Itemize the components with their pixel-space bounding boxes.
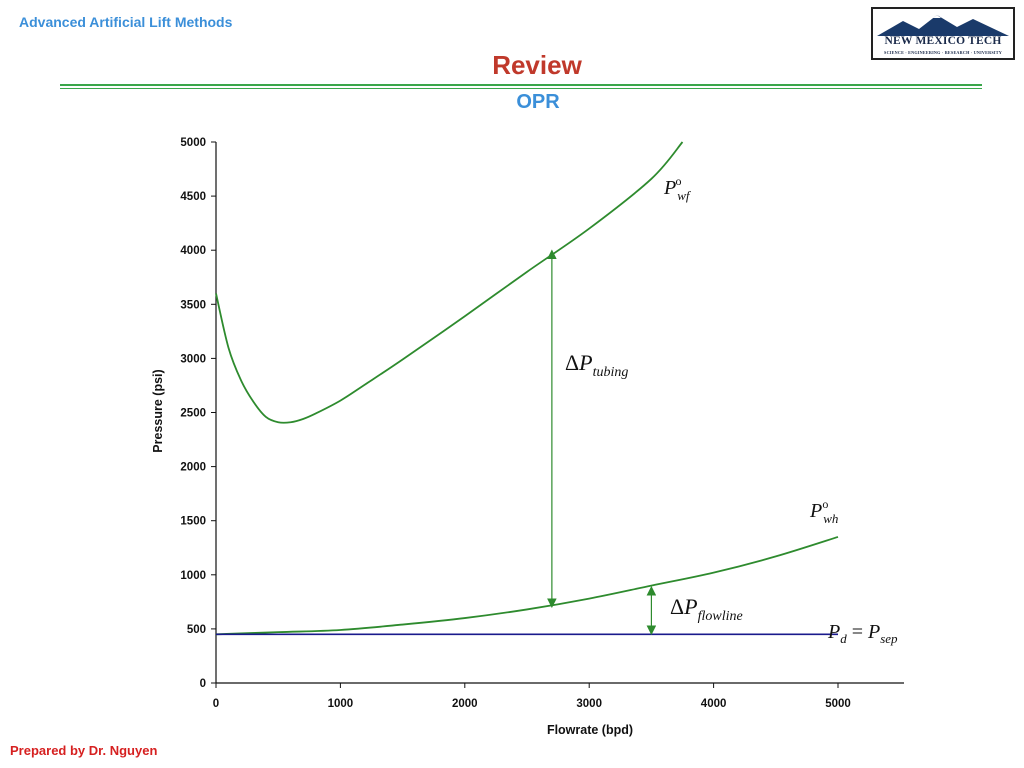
- y-tick-label: 1000: [180, 570, 206, 582]
- logo-tagline: SCIENCE · ENGINEERING · RESEARCH · UNIVE…: [884, 50, 1002, 55]
- course-title: Advanced Artificial Lift Methods: [19, 14, 233, 30]
- x-tick-label: 1000: [328, 698, 354, 710]
- x-tick-label: 0: [213, 698, 219, 710]
- series-line-pwf: [215, 141, 684, 424]
- mountain-icon: [877, 15, 1009, 36]
- y-tick-label: 2000: [180, 462, 206, 474]
- x-tick-label: 3000: [576, 698, 602, 710]
- y-tick-label: 500: [187, 624, 206, 636]
- series-line-pwh: [215, 536, 839, 636]
- logo-name: NEW MEXICO TECH: [884, 35, 1002, 47]
- delta-p-flowline-label: ΔPflowline: [670, 594, 743, 624]
- y-tick-label: 1500: [180, 516, 206, 528]
- new-mexico-tech-logo: NEW MEXICO TECH SCIENCE · ENGINEERING · …: [871, 7, 1015, 60]
- title-divider: [60, 84, 982, 86]
- y-axis-title: Pressure (psi): [151, 369, 165, 452]
- y-tick-label: 5000: [180, 137, 206, 149]
- slide-subtitle: OPR: [516, 91, 560, 113]
- slide-title: Review: [492, 50, 582, 80]
- footer-author: Prepared by Dr. Nguyen: [10, 743, 158, 758]
- pwh-curve-label: Pwho: [809, 497, 838, 526]
- x-axis-title: Flowrate (bpd): [547, 723, 633, 737]
- delta-p-tubing-label: ΔPtubing: [565, 350, 628, 380]
- y-tick-label: 3000: [180, 353, 206, 365]
- y-tick-label: 4000: [180, 245, 206, 257]
- pwf-curve-label: Pwfo: [663, 174, 692, 203]
- y-tick-label: 2500: [180, 408, 206, 420]
- x-tick-label: 4000: [701, 698, 727, 710]
- title-divider-thin: [60, 88, 982, 89]
- y-tick-label: 3500: [180, 299, 206, 311]
- pd-psep-label: Pd = Psep: [827, 621, 898, 646]
- y-tick-label: 0: [200, 678, 206, 690]
- y-tick-label: 4500: [180, 191, 206, 203]
- x-tick-label: 5000: [825, 698, 851, 710]
- x-tick-label: 2000: [452, 698, 478, 710]
